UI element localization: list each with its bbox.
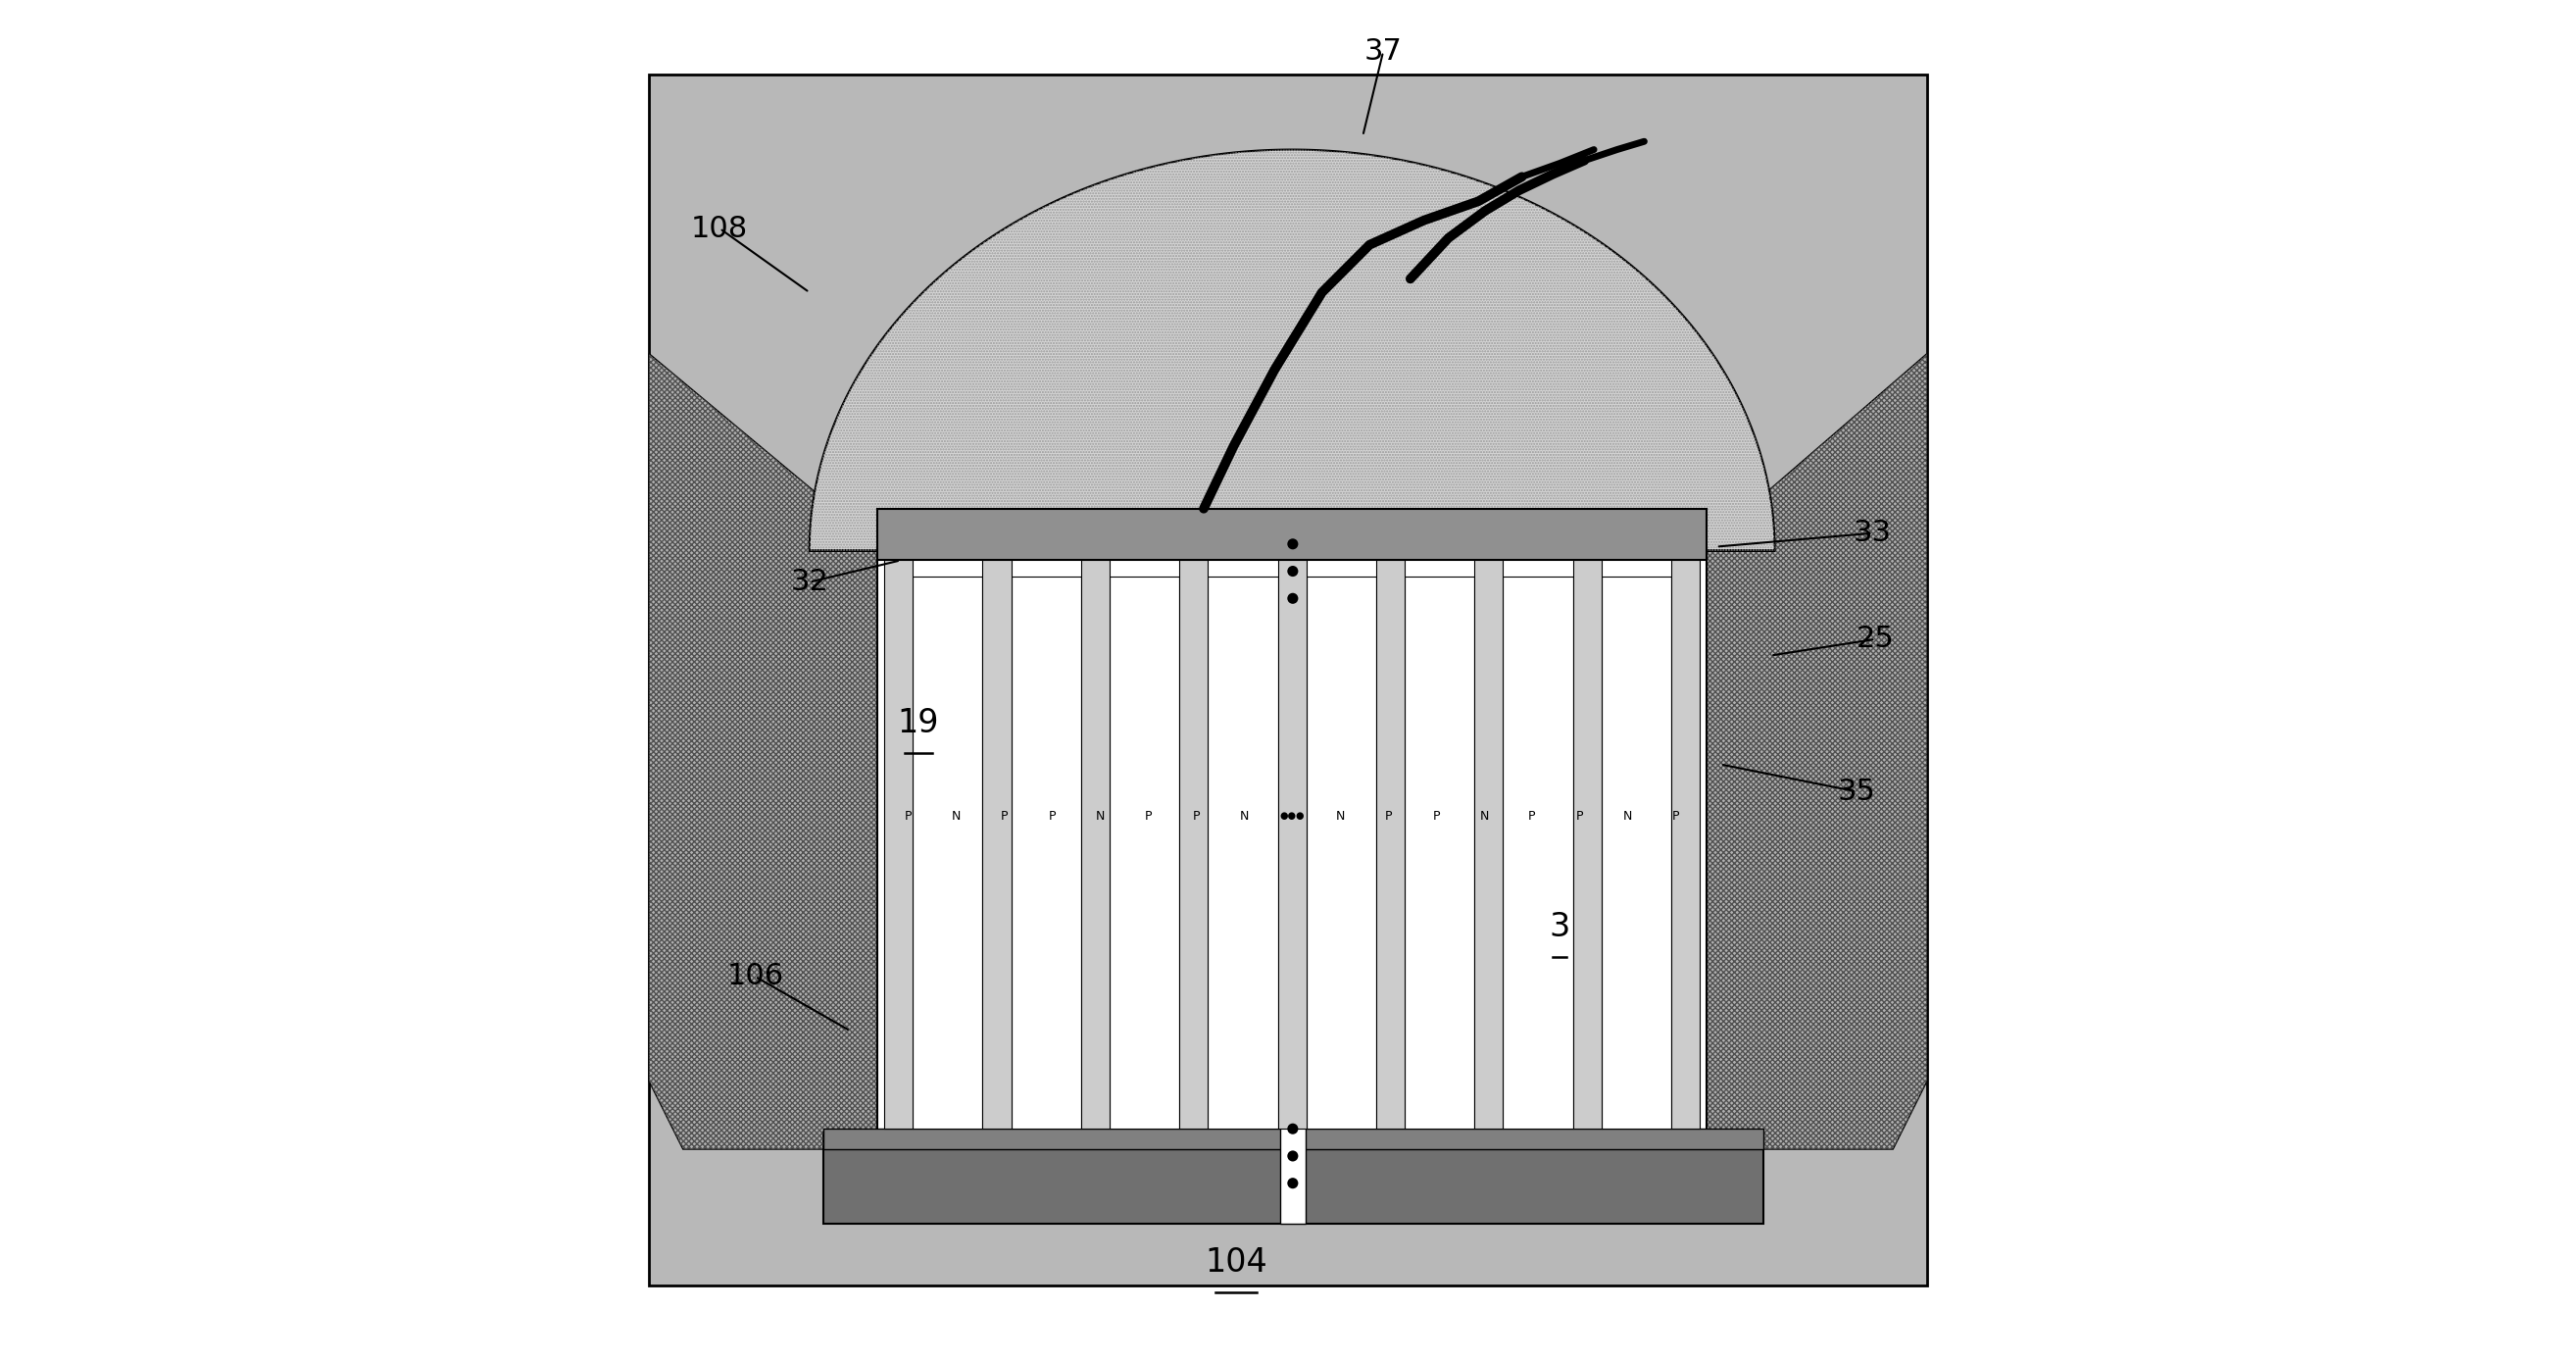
Bar bbox=[1278, 560, 1306, 1129]
Bar bbox=[1376, 560, 1404, 1129]
Ellipse shape bbox=[1288, 1151, 1298, 1161]
Bar bbox=[884, 560, 912, 1129]
Text: P: P bbox=[1528, 809, 1535, 823]
Bar bbox=[1306, 577, 1376, 1129]
Bar bbox=[1278, 560, 1306, 1129]
Text: N: N bbox=[1095, 809, 1105, 823]
Bar bbox=[1404, 577, 1473, 1129]
Bar bbox=[649, 75, 1927, 1285]
Bar bbox=[1574, 560, 1602, 1129]
Bar bbox=[1504, 577, 1574, 1129]
Text: ●●●: ●●● bbox=[1280, 811, 1303, 821]
Bar bbox=[1672, 560, 1700, 1129]
Text: P: P bbox=[999, 809, 1007, 823]
Text: P: P bbox=[1193, 809, 1200, 823]
Bar bbox=[649, 75, 1927, 1285]
Bar bbox=[1082, 560, 1110, 1129]
Bar bbox=[1672, 560, 1700, 1129]
Text: P: P bbox=[1672, 809, 1680, 823]
Text: P: P bbox=[904, 809, 912, 823]
Ellipse shape bbox=[1288, 593, 1298, 604]
Text: 106: 106 bbox=[726, 963, 783, 990]
Bar bbox=[878, 509, 1708, 560]
Ellipse shape bbox=[1288, 539, 1298, 549]
Bar bbox=[1602, 577, 1672, 1129]
Text: 35: 35 bbox=[1837, 778, 1875, 805]
Bar bbox=[1110, 577, 1180, 1129]
Bar bbox=[878, 554, 1708, 1132]
Bar bbox=[878, 509, 1708, 560]
Bar bbox=[912, 577, 981, 1129]
Text: P: P bbox=[1432, 809, 1440, 823]
Text: 25: 25 bbox=[1857, 626, 1893, 653]
Bar bbox=[1574, 560, 1602, 1129]
Bar bbox=[822, 1149, 1765, 1224]
Text: 108: 108 bbox=[690, 215, 747, 242]
Polygon shape bbox=[1708, 354, 1927, 1149]
Bar bbox=[1180, 560, 1208, 1129]
Bar bbox=[1280, 560, 1306, 1224]
Text: 3: 3 bbox=[1551, 911, 1571, 944]
Polygon shape bbox=[809, 150, 1775, 551]
Text: P: P bbox=[1577, 809, 1584, 823]
Text: N: N bbox=[951, 809, 961, 823]
Bar bbox=[1180, 560, 1208, 1129]
Bar bbox=[822, 1149, 1765, 1224]
Bar bbox=[1473, 560, 1504, 1129]
Bar bbox=[1082, 560, 1110, 1129]
Bar bbox=[884, 560, 912, 1129]
Bar bbox=[1012, 577, 1082, 1129]
Text: 33: 33 bbox=[1855, 520, 1891, 547]
Ellipse shape bbox=[1288, 1123, 1298, 1134]
Text: N: N bbox=[1479, 809, 1489, 823]
Text: P: P bbox=[1048, 809, 1056, 823]
Bar bbox=[981, 560, 1012, 1129]
Text: P: P bbox=[1144, 809, 1151, 823]
Bar bbox=[981, 560, 1012, 1129]
Ellipse shape bbox=[1288, 1178, 1298, 1189]
Bar bbox=[822, 1129, 1765, 1149]
Polygon shape bbox=[649, 354, 878, 1149]
Text: N: N bbox=[1239, 809, 1249, 823]
Bar bbox=[1473, 560, 1504, 1129]
Bar bbox=[1208, 577, 1278, 1129]
Text: 37: 37 bbox=[1365, 38, 1401, 65]
Text: 104: 104 bbox=[1206, 1246, 1267, 1278]
Ellipse shape bbox=[1288, 566, 1298, 577]
Bar bbox=[1376, 560, 1404, 1129]
Text: 19: 19 bbox=[896, 707, 940, 740]
Text: P: P bbox=[1383, 809, 1391, 823]
Text: N: N bbox=[1623, 809, 1633, 823]
Text: 32: 32 bbox=[791, 568, 829, 596]
Text: N: N bbox=[1334, 809, 1345, 823]
